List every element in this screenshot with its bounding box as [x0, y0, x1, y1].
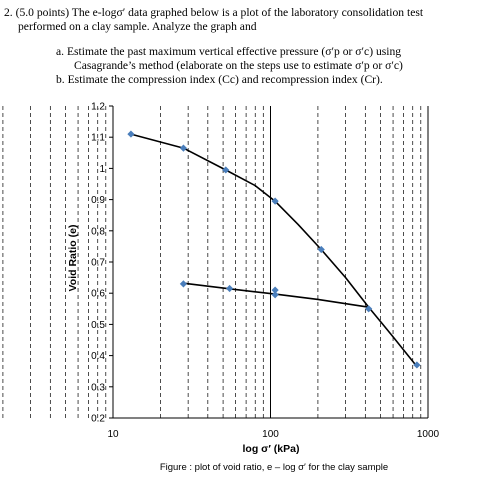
y-tick-label: 1.1	[91, 133, 105, 144]
data-point	[271, 197, 279, 205]
y-tick-label: 0.8	[91, 226, 105, 237]
y-tick-label: 1.2	[91, 102, 105, 113]
part-a-line-2: Casagrande’s method (elaborate on the st…	[74, 59, 403, 72]
y-tick-label: 0.7	[91, 258, 105, 269]
x-axis-title: log σ′ (kPa)	[243, 443, 300, 455]
data-point	[271, 291, 279, 299]
chart-points	[127, 130, 421, 369]
data-point	[179, 280, 188, 288]
chart-curves	[130, 133, 418, 368]
figure-caption: Figure : plot of void ratio, e – log σ′ …	[160, 462, 388, 473]
part-b-line: b. Estimate the compression index (Cc) a…	[56, 73, 383, 86]
chart-axes	[109, 105, 429, 419]
y-tick-label: 0.6	[91, 289, 105, 300]
data-point	[317, 245, 325, 254]
data-point	[271, 286, 279, 294]
curve-loading	[130, 133, 418, 368]
part-a-line-1: a. Estimate the past maximum vertical ef…	[56, 45, 402, 58]
x-tick-label: 1000	[417, 429, 440, 440]
chart-grid	[2, 106, 422, 418]
data-point	[365, 305, 373, 313]
y-tick-label: 0.5	[91, 320, 105, 331]
x-tick-label: 10	[107, 429, 119, 440]
question-line-2: performed on a clay sample. Analyze the …	[18, 20, 257, 33]
y-tick-label: 0.2	[91, 414, 105, 425]
y-axis-title: Void Ratio (e)	[67, 225, 79, 292]
question-line-1: 2. (5.0 points) The e-logσ′ data graphed…	[4, 6, 424, 19]
data-point	[413, 361, 421, 369]
y-tick-label: 0.4	[91, 351, 105, 362]
x-tick-label: 100	[262, 429, 279, 440]
y-tick-label: 1	[99, 164, 105, 175]
data-point	[127, 130, 135, 138]
y-tick-label: 0.9	[91, 195, 105, 206]
data-point	[179, 144, 188, 152]
chart-tick-labels: 0.2 0.3 0.4 0.5 0.6 0.7 0.8 0.9 1 1.1 1.2 10 100 1000	[91, 102, 439, 441]
data-point	[226, 284, 234, 293]
data-point	[222, 166, 230, 174]
y-tick-label: 0.3	[91, 382, 105, 393]
